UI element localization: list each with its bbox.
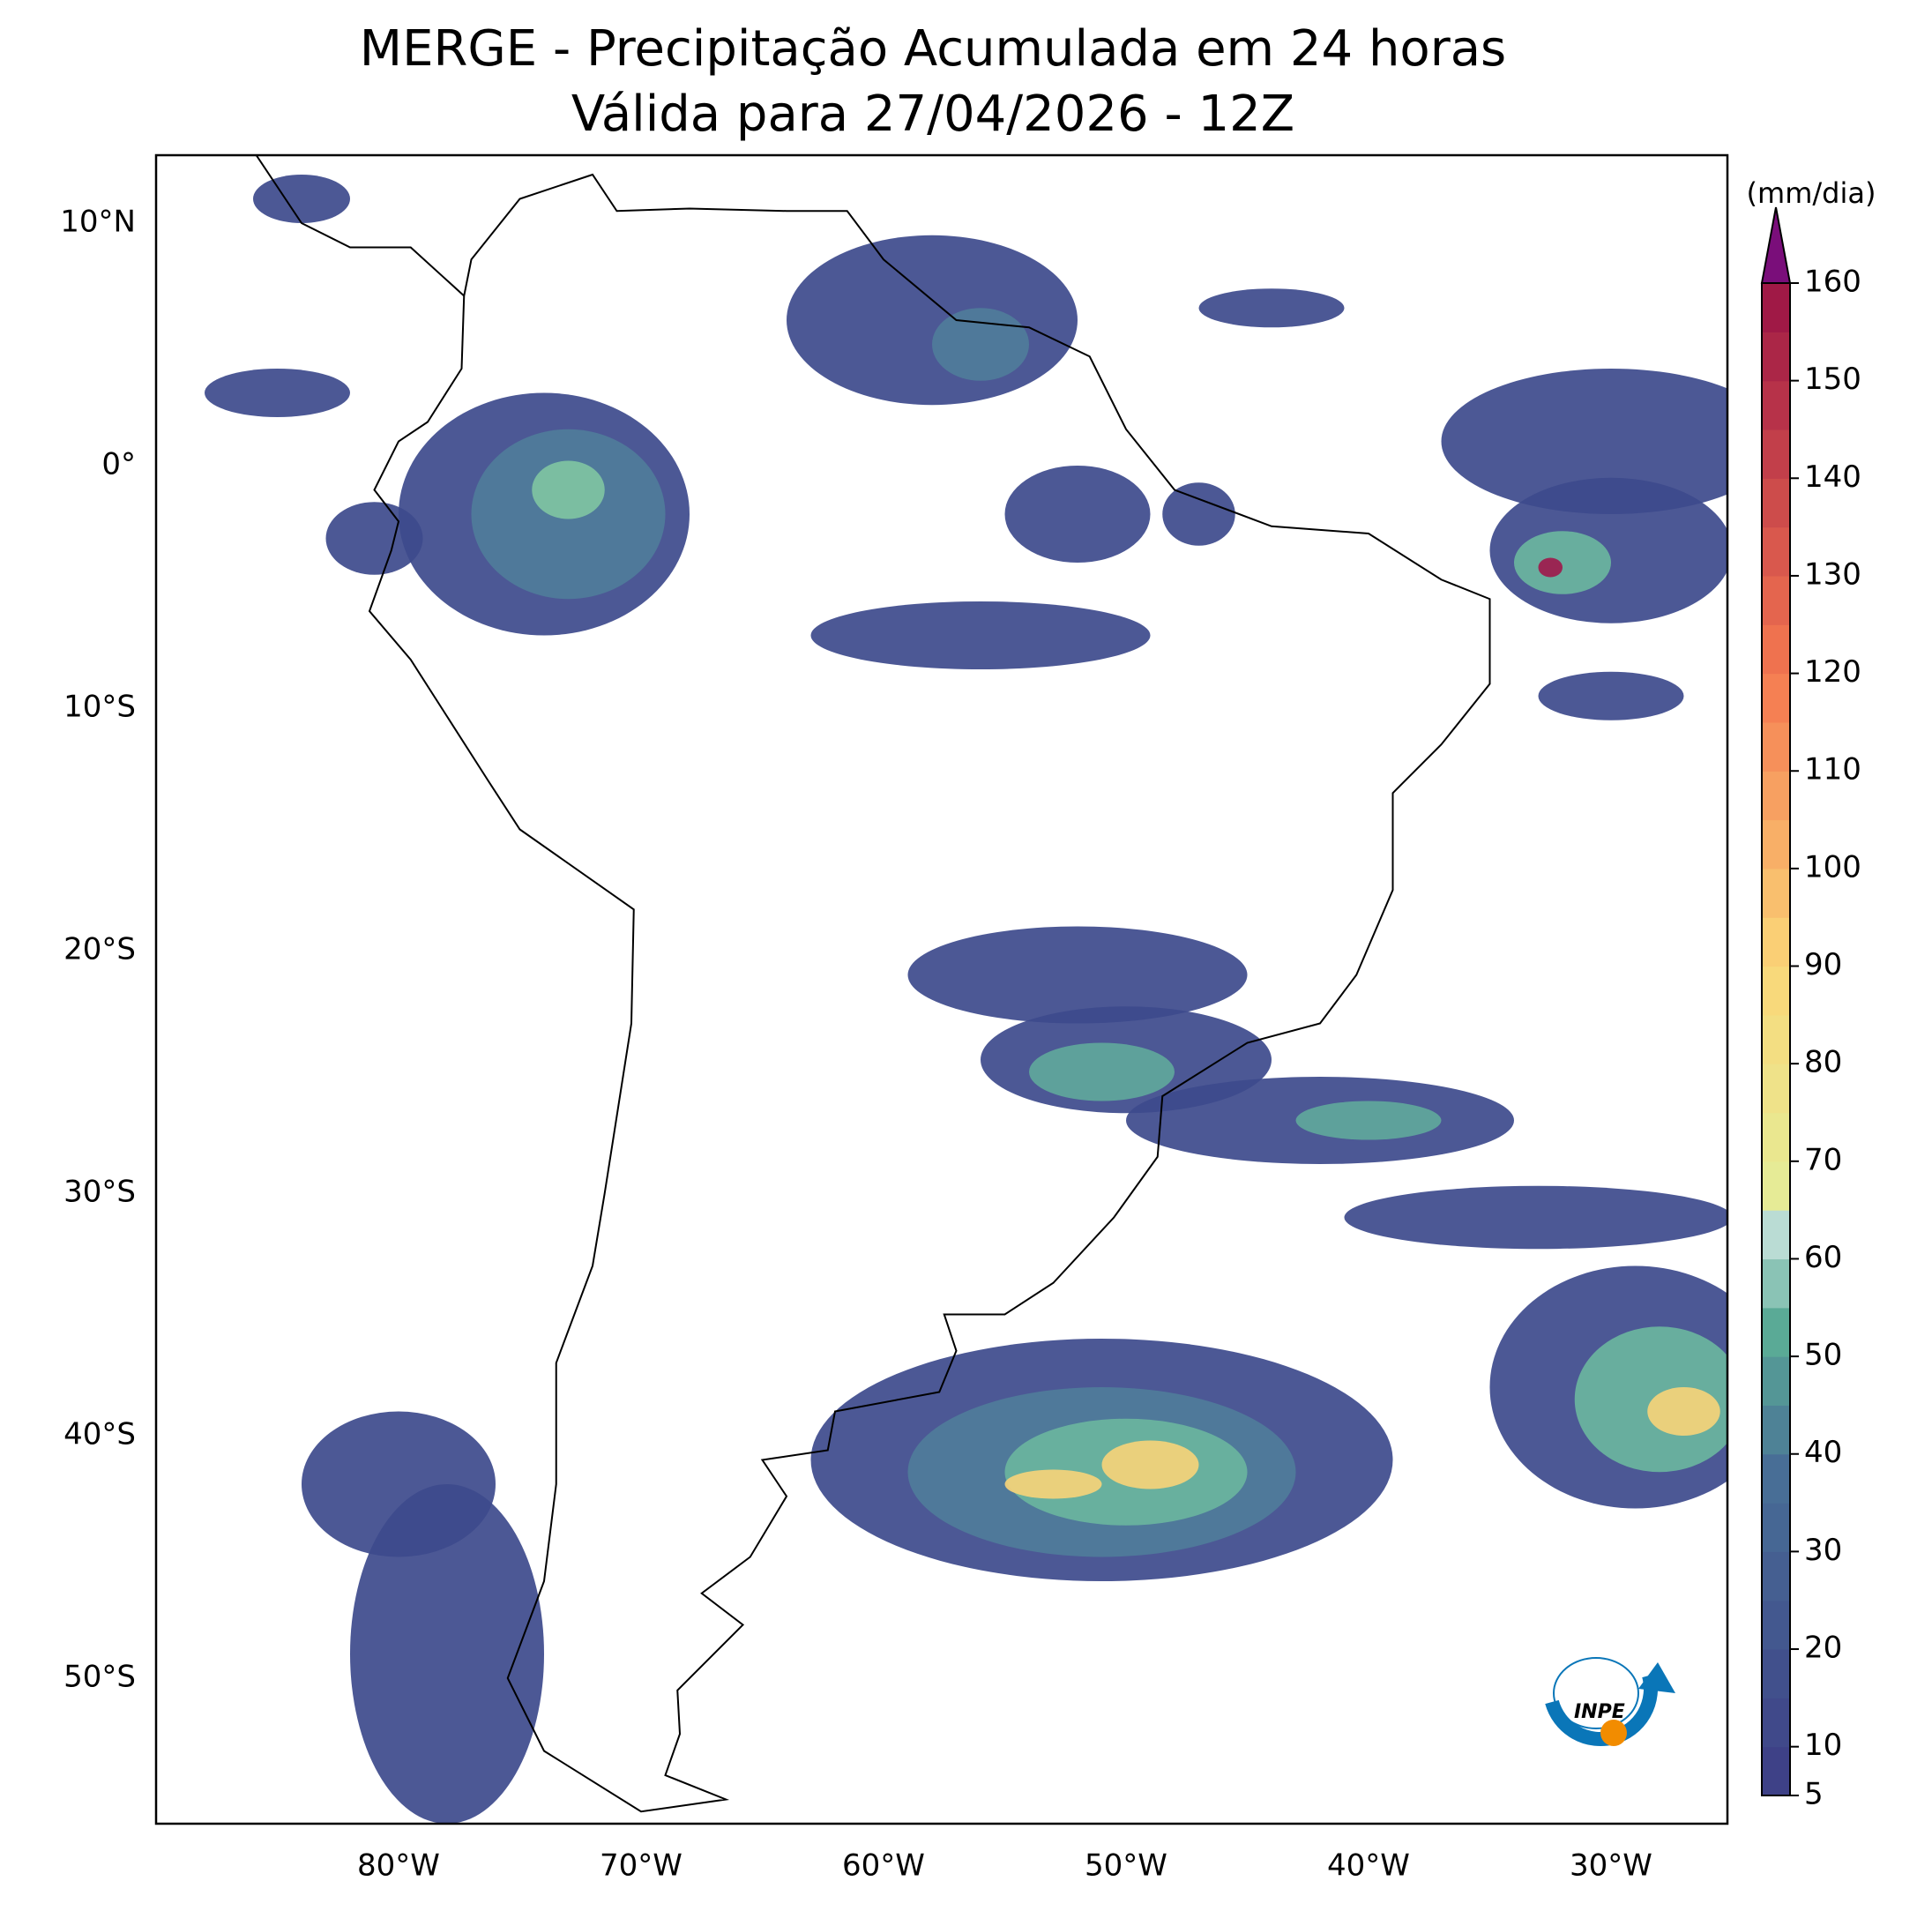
colorbar-band (1762, 429, 1790, 479)
precip-area (1647, 1387, 1720, 1436)
colorbar-tick-label: 70 (1804, 1142, 1842, 1177)
inpe-logo: INPE (1545, 1657, 1675, 1746)
colorbar-tick-label: 160 (1804, 265, 1861, 300)
colorbar-band (1762, 1307, 1790, 1357)
colorbar-band (1762, 1600, 1790, 1650)
lat-label: 30°S (63, 1175, 136, 1210)
colorbar-band (1762, 1453, 1790, 1504)
precip-area (1101, 1440, 1199, 1489)
colorbar-band (1762, 1698, 1790, 1748)
precip-area (205, 369, 350, 417)
colorbar-tick-label: 80 (1804, 1045, 1842, 1080)
continent-outline (368, 173, 1491, 1813)
colorbar-band (1762, 1064, 1790, 1114)
colorbar-band (1762, 624, 1790, 675)
colorbar-band (1762, 1258, 1790, 1309)
lon-label: 60°W (842, 1848, 925, 1884)
colorbar-band (1762, 1356, 1790, 1407)
colorbar-tick-label: 30 (1804, 1533, 1842, 1568)
colorbar-band (1762, 1112, 1790, 1162)
precip-area (787, 235, 1078, 406)
map-frame (154, 153, 1729, 1825)
precip-area (253, 175, 350, 223)
colorbar-band (1762, 673, 1790, 723)
colorbar-band (1762, 868, 1790, 918)
colorbar-band (1762, 1405, 1790, 1455)
colorbar-band (1762, 1014, 1790, 1064)
precip-area (350, 1484, 544, 1824)
precip-area (1295, 1101, 1442, 1140)
precip-area (1004, 1469, 1102, 1499)
lon-label: 80°W (357, 1848, 440, 1884)
colorbar-tick-label: 150 (1804, 362, 1861, 397)
logo-text: INPE (1574, 1701, 1625, 1723)
lat-label: 10°S (63, 690, 136, 725)
colorbar-band (1762, 1649, 1790, 1698)
lat-label: 50°S (63, 1660, 136, 1695)
colorbar-band (1762, 771, 1790, 821)
precip-area (907, 926, 1248, 1024)
precip-area (325, 502, 423, 575)
colorbar-band (1762, 966, 1790, 1016)
colorbar-tick-label: 100 (1804, 849, 1861, 885)
title-line-1: MERGE - Precipitação Acumulada em 24 hor… (360, 20, 1506, 78)
lat-label: 40°S (63, 1417, 136, 1452)
colorbar-tick-label: 40 (1804, 1435, 1842, 1470)
colorbar-tick-label: 50 (1804, 1338, 1842, 1373)
precip-area (1162, 482, 1235, 546)
lon-label: 50°W (1085, 1848, 1167, 1884)
colorbar-band (1762, 1503, 1790, 1552)
map-area (205, 155, 1727, 1824)
colorbar-band (1762, 1746, 1790, 1796)
lat-label: 10°N (60, 205, 136, 240)
colorbar-band (1762, 380, 1790, 430)
colorbar-band (1762, 526, 1790, 577)
colorbar-tick-label: 120 (1804, 654, 1861, 690)
precip-area (1004, 466, 1151, 563)
central-america (255, 155, 465, 297)
colorbar-extension (1760, 206, 1792, 284)
colorbar-band (1762, 1551, 1790, 1601)
precip-area (1538, 671, 1684, 720)
precip-area (1029, 1042, 1175, 1101)
colorbar-band (1762, 1161, 1790, 1211)
precip-area (932, 308, 1029, 381)
colorbar-band (1762, 1210, 1790, 1260)
precip-area (302, 1411, 496, 1557)
lat-label: 20°S (63, 932, 136, 967)
colorbar-frame (1761, 282, 1791, 1796)
lon-label: 40°W (1327, 1848, 1410, 1884)
colorbar-band (1762, 721, 1790, 772)
precip-area (532, 460, 605, 519)
colorbar-tick-label: 20 (1804, 1631, 1842, 1666)
precip-area (1441, 369, 1727, 514)
lat-label: 0° (101, 447, 136, 482)
colorbar-band (1762, 478, 1790, 528)
lon-label: 70°W (600, 1848, 683, 1884)
colorbar-tick-label: 130 (1804, 556, 1861, 592)
colorbar-tick-label: 5 (1804, 1777, 1824, 1812)
colorbar-band (1762, 819, 1790, 870)
precip-area (1344, 1185, 1727, 1250)
colorbar-band (1762, 332, 1790, 382)
colorbar-tick-label: 140 (1804, 459, 1861, 495)
precip-area (1514, 531, 1611, 594)
title-line-2: Válida para 27/04/2026 - 12Z (571, 86, 1294, 143)
lon-label: 30°W (1570, 1848, 1652, 1884)
precip-area (810, 601, 1151, 669)
colorbar-tick-label: 90 (1804, 947, 1842, 982)
precip-area (1198, 288, 1345, 328)
colorbar-unit: (mm/dia) (1747, 176, 1876, 210)
colorbar-tick-label: 60 (1804, 1240, 1842, 1275)
colorbar-tick-label: 110 (1804, 752, 1861, 788)
colorbar-band (1762, 575, 1790, 625)
precip-area (1538, 557, 1563, 578)
precip-area (1574, 1326, 1727, 1473)
colorbar-band (1762, 283, 1790, 332)
colorbar-tick-label: 10 (1804, 1728, 1842, 1763)
colorbar-band (1762, 917, 1790, 967)
